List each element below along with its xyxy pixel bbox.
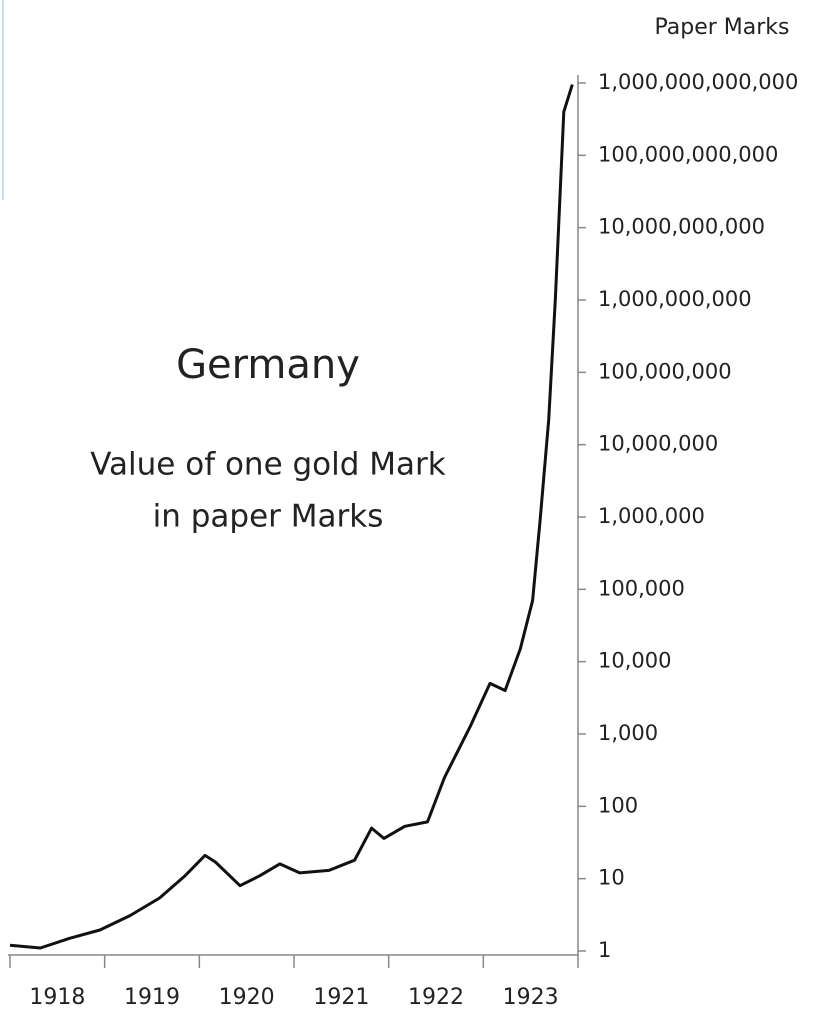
y-axis-label: Paper Marks	[654, 15, 789, 40]
y-tick-label: 100	[598, 793, 638, 817]
data-line	[9, 84, 574, 950]
y-tick-label: 100,000,000	[598, 359, 732, 383]
y-tick-label: 1,000	[598, 721, 658, 745]
chart-title: Germany	[176, 342, 360, 388]
x-tick-label: 1918	[29, 985, 85, 1010]
x-tick-label: 1921	[313, 985, 369, 1010]
y-tick-label: 10,000	[598, 649, 671, 673]
y-tick-label: 1,000,000	[598, 504, 705, 528]
y-tick-label: 10,000,000,000	[598, 215, 765, 239]
y-tick-label: 100,000,000,000	[598, 142, 778, 166]
x-tick-label: 1923	[503, 985, 559, 1010]
y-tick-label: 1,000,000,000	[598, 287, 752, 311]
y-tick-label: 100,000	[598, 576, 685, 600]
y-tick-label: 10,000,000	[598, 432, 718, 456]
x-tick-label: 1920	[219, 985, 275, 1010]
y-tick-label: 1,000,000,000,000	[598, 70, 798, 94]
x-tick-label: 1919	[124, 985, 180, 1010]
subtitle-line: Value of one gold Mark	[90, 447, 446, 483]
x-tick-label: 1922	[408, 985, 464, 1010]
subtitle-line: in paper Marks	[153, 499, 384, 535]
y-tick-label: 10	[598, 866, 625, 890]
y-tick-label: 1	[598, 938, 611, 962]
